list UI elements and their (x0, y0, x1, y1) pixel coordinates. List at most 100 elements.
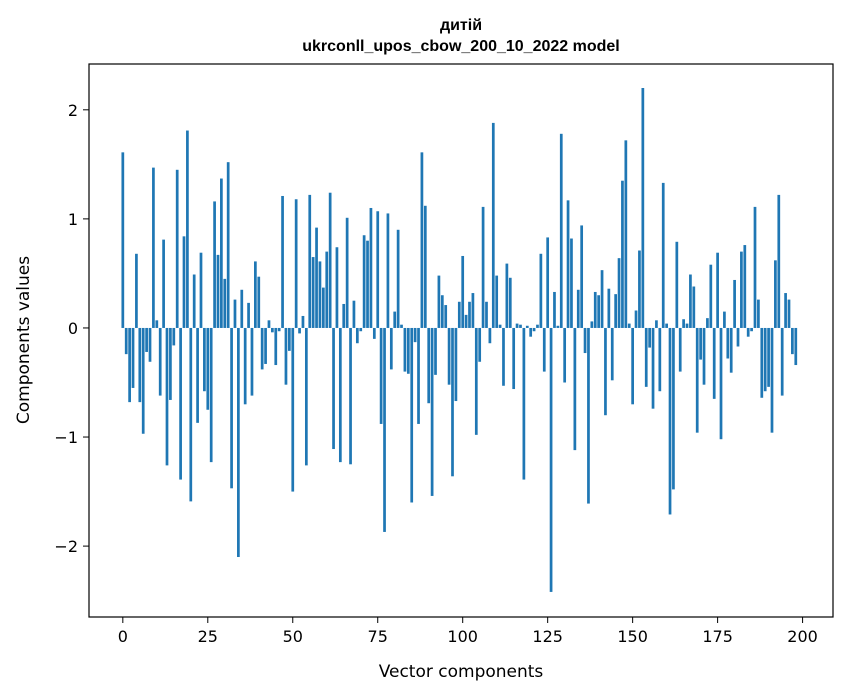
bar (556, 325, 560, 328)
bar (488, 327, 492, 344)
bar (383, 327, 386, 532)
bar (726, 327, 730, 359)
bar (481, 206, 485, 328)
bar (553, 291, 556, 328)
bar (593, 291, 597, 328)
y-tick-label: 0 (68, 319, 78, 338)
bar (566, 200, 570, 328)
bar (648, 327, 651, 348)
bar (128, 327, 131, 403)
bar (454, 327, 458, 402)
bar (733, 279, 736, 328)
bar (369, 207, 373, 328)
bar (682, 319, 685, 328)
bar (366, 240, 369, 328)
bar (257, 276, 261, 328)
chart-subtitle: ukrconll_upos_cbow_200_10_2022 model (302, 38, 619, 55)
bar (787, 299, 791, 328)
bar (702, 327, 706, 385)
bar (250, 327, 254, 396)
y-tick-label: −1 (54, 428, 78, 447)
bar (271, 327, 274, 333)
bar (186, 130, 189, 328)
bar (141, 327, 145, 434)
bar (651, 327, 655, 409)
bar (430, 327, 434, 496)
bar (549, 327, 553, 592)
bar (420, 152, 424, 328)
plot-frame (88, 63, 834, 618)
x-tick-label: 125 (532, 627, 563, 646)
bar (304, 327, 308, 466)
bar (427, 327, 431, 404)
bar (655, 320, 658, 328)
bar (223, 278, 227, 328)
bar (417, 327, 420, 424)
bar (294, 199, 298, 328)
bar (641, 88, 645, 328)
bar (342, 303, 346, 328)
bar (434, 327, 437, 375)
bar (502, 327, 505, 386)
x-tick-label: 200 (787, 627, 818, 646)
bar (437, 275, 441, 328)
y-tick-label: 2 (68, 101, 78, 120)
bar (423, 205, 427, 328)
bar (750, 327, 753, 332)
bar (784, 293, 787, 328)
bar (318, 261, 322, 328)
bar (712, 327, 716, 399)
bar (199, 252, 203, 328)
bar (576, 289, 580, 328)
bar (328, 192, 332, 328)
bar (315, 227, 318, 328)
bar (495, 275, 499, 328)
bar (604, 327, 607, 416)
bar (260, 327, 264, 370)
bar (379, 327, 383, 424)
bar (519, 324, 522, 328)
bar (573, 327, 577, 451)
chart-title: дитій (440, 17, 482, 34)
bar (169, 327, 172, 400)
bar (627, 323, 631, 328)
bar (661, 182, 665, 328)
bar (559, 133, 563, 328)
bar (753, 206, 757, 328)
bar (621, 180, 624, 328)
x-axis-ticks: 0 25 50 75 100 125 150 175 200 (118, 617, 818, 646)
x-tick-label: 50 (283, 627, 303, 646)
bar (240, 289, 244, 328)
bar (709, 264, 713, 328)
bar (508, 277, 512, 328)
bar (532, 327, 536, 332)
x-axis-label: Vector components (379, 662, 544, 682)
bar (131, 327, 135, 388)
bar (485, 301, 488, 328)
bar (152, 167, 155, 328)
bar (631, 327, 634, 405)
y-tick-label: 1 (68, 210, 78, 229)
bar (447, 327, 451, 385)
bar (610, 327, 614, 381)
bar (695, 327, 699, 433)
bar (522, 327, 526, 480)
bar (145, 327, 148, 352)
bar (196, 327, 199, 423)
bar (444, 305, 448, 328)
bar (277, 327, 281, 332)
bar (590, 321, 594, 328)
bar (321, 287, 325, 328)
bar (389, 327, 393, 370)
bar (325, 251, 329, 328)
bar (777, 194, 781, 328)
bar (723, 311, 726, 328)
bar (570, 238, 573, 328)
bar (706, 318, 709, 328)
bar (689, 274, 692, 328)
bar (539, 253, 543, 328)
bar (148, 327, 152, 362)
bar (226, 162, 230, 328)
bar (135, 253, 138, 328)
